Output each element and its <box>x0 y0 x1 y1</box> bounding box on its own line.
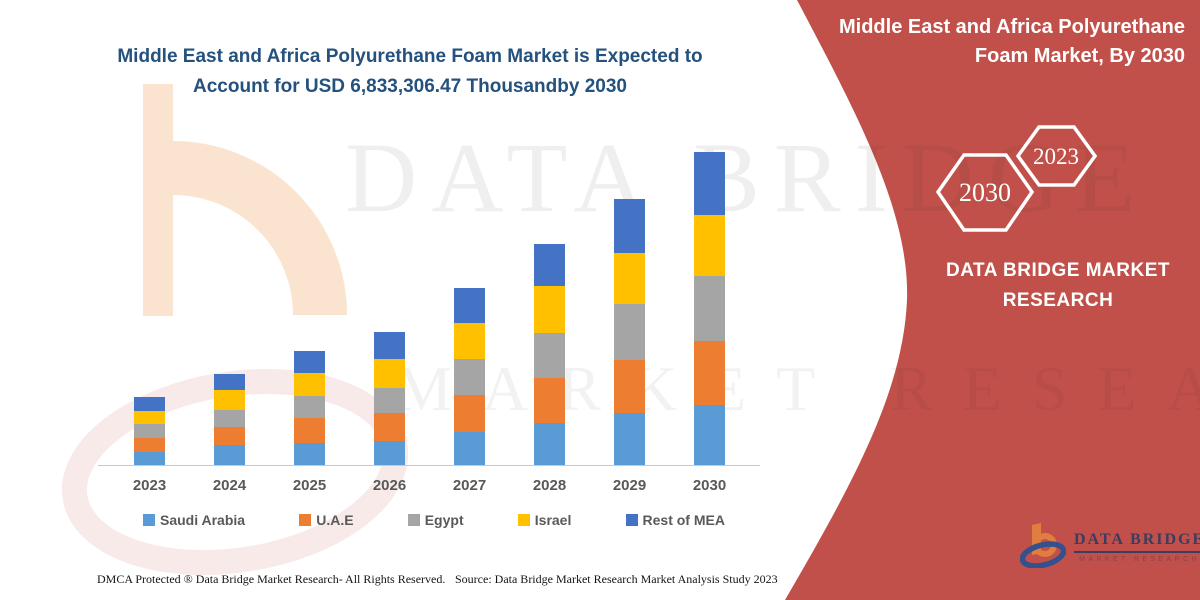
bar-segment-saudi-arabia-2027 <box>454 432 485 465</box>
bar-segment-rest-of-mea-2029 <box>614 198 645 253</box>
legend-item-rest-of-mea: Rest of MEA <box>625 512 725 528</box>
bar-segment-u-a-e-2023 <box>134 437 165 453</box>
legend-swatch-egypt <box>407 514 420 526</box>
source-note: Source: Data Bridge Market Research Mark… <box>455 572 778 586</box>
bar-segment-egypt-2027 <box>454 358 485 395</box>
x-axis-label-2023: 2023 <box>132 477 167 494</box>
stacked-bar-2030 <box>694 151 725 465</box>
databridge-logo-icon <box>1020 523 1066 568</box>
panel-title-line1: Middle East and Africa Polyurethane <box>838 16 1185 38</box>
hexagon-2030-label: 2030 <box>959 178 1011 207</box>
bar-segment-rest-of-mea-2030 <box>694 151 725 216</box>
bar-segment-rest-of-mea-2023 <box>134 397 165 411</box>
bar-segment-rest-of-mea-2027 <box>454 287 485 323</box>
bar-segment-saudi-arabia-2026 <box>374 441 405 465</box>
legend-label-rest-of-mea: Rest of MEA <box>642 512 725 528</box>
chart-title: Middle East and Africa Polyurethane Foam… <box>95 42 725 102</box>
bar-segment-egypt-2029 <box>614 304 645 360</box>
hexagon-2030 <box>935 153 1035 232</box>
bar-segment-israel-2028 <box>534 286 565 333</box>
brand-line2: RESEARCH <box>1002 290 1114 311</box>
legend-item-u-a-e: U.A.E <box>299 512 354 528</box>
bar-segment-saudi-arabia-2030 <box>694 404 725 465</box>
x-axis-label-2027: 2027 <box>452 477 487 494</box>
legend-item-israel: Israel <box>517 512 572 528</box>
stacked-bar-2024 <box>214 374 245 465</box>
bar-segment-rest-of-mea-2026 <box>374 332 405 360</box>
bar-segment-egypt-2025 <box>294 395 325 419</box>
chart-title-line2: Account for USD 6,833,306.47 Thousandby … <box>193 76 627 97</box>
panel-title-line2: Foam Market, By 2030 <box>974 45 1185 67</box>
bar-segment-israel-2030 <box>694 215 725 276</box>
chart-legend: Saudi Arabia U.A.E Egypt Israel Rest of MEA <box>143 512 725 528</box>
bar-segment-egypt-2024 <box>214 409 245 427</box>
logo-swoosh <box>1020 541 1066 568</box>
legend-label-u-a-e: U.A.E <box>316 512 354 528</box>
bar-segment-u-a-e-2026 <box>374 413 405 442</box>
bar-segment-israel-2025 <box>294 373 325 396</box>
bar-segment-saudi-arabia-2029 <box>614 413 645 465</box>
bar-segment-u-a-e-2030 <box>694 340 725 405</box>
legend-label-israel: Israel <box>534 512 572 528</box>
bar-segment-egypt-2028 <box>534 332 565 378</box>
x-axis-label-2026: 2026 <box>372 477 407 494</box>
legend-swatch-u-a-e <box>299 514 312 526</box>
bar-segment-egypt-2030 <box>694 275 725 341</box>
x-axis-label-2028: 2028 <box>532 477 567 494</box>
stacked-bar-2025 <box>294 351 325 465</box>
logo-name: DATA BRIDGE <box>1074 531 1200 553</box>
x-axis-label-2030: 2030 <box>692 477 727 494</box>
bar-segment-egypt-2023 <box>134 424 165 438</box>
bar-segment-saudi-arabia-2028 <box>534 423 565 465</box>
x-axis-label-2025: 2025 <box>292 477 327 494</box>
brand-line1: DATA BRIDGE MARKET <box>946 260 1170 281</box>
x-axis-label-2029: 2029 <box>612 477 647 494</box>
panel-title: Middle East and Africa Polyurethane Foam… <box>785 13 1185 71</box>
bar-segment-u-a-e-2027 <box>454 394 485 433</box>
hexagon-2023 <box>1015 125 1098 187</box>
databridge-logo: DATA BRIDGE MARKET RESEARCH <box>1020 522 1200 568</box>
bar-segment-saudi-arabia-2024 <box>214 445 245 465</box>
legend-label-saudi-arabia: Saudi Arabia <box>160 512 246 528</box>
stacked-bar-2029 <box>614 198 645 465</box>
legend-item-egypt: Egypt <box>407 512 464 528</box>
bar-segment-israel-2023 <box>134 410 165 425</box>
logo-subtitle: MARKET RESEARCH <box>1079 556 1200 563</box>
bar-segment-rest-of-mea-2028 <box>534 244 565 287</box>
bar-segment-u-a-e-2028 <box>534 377 565 424</box>
hexagon-2023-label: 2023 <box>1033 144 1079 169</box>
dmca-notice: DMCA Protected ® Data Bridge Market Rese… <box>97 572 446 586</box>
legend-label-egypt: Egypt <box>424 512 464 528</box>
stacked-bar-2026 <box>374 332 405 465</box>
bar-segment-israel-2029 <box>614 252 645 305</box>
bar-segment-egypt-2026 <box>374 387 405 413</box>
bar-segment-saudi-arabia-2025 <box>294 442 325 465</box>
x-axis-label-2024: 2024 <box>212 477 247 494</box>
stacked-bar-2023 <box>134 397 165 465</box>
chart-title-line1: Middle East and Africa Polyurethane Foam… <box>117 46 703 67</box>
bar-segment-israel-2027 <box>454 322 485 359</box>
bar-segment-u-a-e-2025 <box>294 418 325 443</box>
stacked-bar-plot <box>100 135 760 465</box>
stacked-bar-2028 <box>534 244 565 465</box>
legend-swatch-saudi-arabia <box>143 514 155 526</box>
x-axis-line <box>98 465 760 466</box>
bar-segment-u-a-e-2024 <box>214 426 245 446</box>
bar-segment-saudi-arabia-2023 <box>134 452 165 465</box>
logo-text: DATA BRIDGE MARKET RESEARCH <box>1074 531 1200 563</box>
bar-segment-israel-2024 <box>214 390 245 410</box>
bar-segment-rest-of-mea-2025 <box>294 351 325 374</box>
stacked-bar-2027 <box>454 287 485 465</box>
bar-segment-u-a-e-2029 <box>614 359 645 414</box>
brand-wordmark: DATA BRIDGE MARKET RESEARCH <box>938 256 1178 316</box>
legend-swatch-israel <box>517 514 530 526</box>
bar-segment-rest-of-mea-2024 <box>214 374 245 391</box>
legend-swatch-rest-of-mea <box>625 514 638 526</box>
bar-segment-israel-2026 <box>374 359 405 388</box>
legend-item-saudi-arabia: Saudi Arabia <box>143 512 245 528</box>
